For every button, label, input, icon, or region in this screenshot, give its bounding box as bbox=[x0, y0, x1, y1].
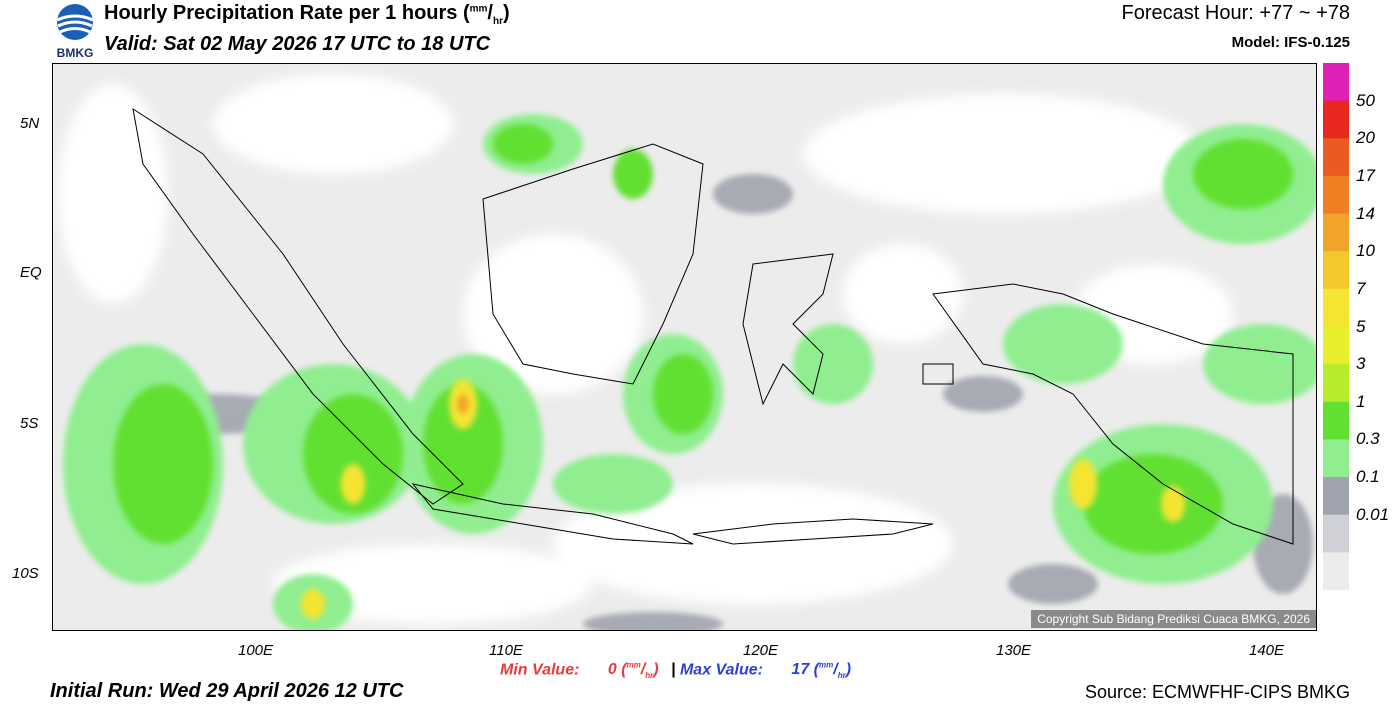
copyright-note: Copyright Sub Bidang Prediksi Cuaca BMKG… bbox=[1031, 610, 1316, 628]
map-svg bbox=[53, 64, 1316, 630]
colorbar-swatch bbox=[1323, 251, 1349, 290]
colorbar-swatch bbox=[1323, 175, 1349, 215]
colorbar-swatch bbox=[1323, 364, 1349, 403]
source-label: Source: ECMWFHF-CIPS BMKG bbox=[1084, 682, 1350, 702]
colorbar-swatch bbox=[1323, 514, 1349, 553]
colorbar-swatch bbox=[1323, 477, 1349, 516]
colorbar-label: 5 bbox=[1356, 316, 1366, 336]
bmkg-logo: BMKG bbox=[50, 2, 100, 60]
title-close: ) bbox=[502, 2, 510, 24]
y-tick-10s: 10S bbox=[12, 565, 39, 582]
y-tick-eq: EQ bbox=[20, 264, 42, 281]
precipitation-map bbox=[52, 63, 1317, 631]
title-unit-num: mm bbox=[469, 3, 488, 15]
colorbar-label: 3 bbox=[1356, 354, 1366, 374]
x-tick-130e: 130E bbox=[996, 642, 1032, 659]
green-rain bbox=[113, 124, 1293, 554]
max-label: Max Value: bbox=[679, 661, 763, 679]
model-label: Model: IFS-0.125 bbox=[1231, 34, 1350, 51]
valid-time: Valid: Sat 02 May 2026 17 UTC to 18 UTC bbox=[104, 33, 491, 55]
separator: | bbox=[671, 661, 676, 679]
y-tick-5s: 5S bbox=[20, 415, 39, 432]
colorbar-swatch bbox=[1323, 100, 1349, 139]
colorbar-swatch bbox=[1323, 138, 1349, 177]
colorbar-swatch bbox=[1323, 326, 1349, 365]
colorbar-label: 0.01 bbox=[1356, 504, 1390, 524]
chart-title: Hourly Precipitation Rate per 1 hours (m… bbox=[104, 2, 510, 27]
x-tick-120e: 120E bbox=[743, 642, 779, 659]
x-tick-140e: 140E bbox=[1249, 642, 1285, 659]
colorbar-swatch bbox=[1323, 288, 1349, 327]
colorbar-label: 17 bbox=[1356, 165, 1375, 185]
colorbar-swatch bbox=[1323, 63, 1349, 102]
min-unit-num: mm bbox=[626, 661, 641, 670]
colorbar-swatch bbox=[1323, 439, 1349, 478]
min-value: 0 bbox=[607, 661, 617, 679]
x-tick-100e: 100E bbox=[238, 642, 274, 659]
max-unit-num: mm bbox=[819, 661, 834, 670]
title-text: Hourly Precipitation Rate per 1 hours ( bbox=[104, 2, 470, 24]
logo-text: BMKG bbox=[57, 46, 94, 60]
max-value: 17 bbox=[791, 661, 810, 679]
max-unit-den: hr bbox=[837, 671, 846, 681]
colorbar-label: 7 bbox=[1356, 278, 1366, 298]
colorbar-label: 10 bbox=[1356, 241, 1375, 261]
colorbar-label: 0.3 bbox=[1356, 429, 1380, 449]
forecast-hour: Forecast Hour: +77 ~ +78 bbox=[1121, 2, 1350, 24]
min-max-values: Min Value: 0 (mm/hr) | Max Value: 17 (mm… bbox=[500, 661, 852, 681]
coastlines bbox=[132, 107, 1294, 545]
initial-run: Initial Run: Wed 29 April 2026 12 UTC bbox=[50, 680, 404, 702]
title-unit-den: hr bbox=[492, 16, 503, 27]
colorbar-label: 0.1 bbox=[1356, 467, 1380, 487]
colorbar bbox=[1323, 63, 1349, 590]
colorbar-label: 50 bbox=[1356, 90, 1375, 110]
y-tick-5n: 5N bbox=[20, 115, 40, 132]
x-tick-110e: 110E bbox=[489, 642, 523, 659]
min-label: Min Value: bbox=[500, 661, 580, 679]
colorbar-swatch bbox=[1323, 401, 1349, 440]
heavy-rain bbox=[301, 379, 1185, 619]
colorbar-label: 20 bbox=[1356, 128, 1375, 148]
colorbar-swatch bbox=[1323, 213, 1349, 252]
colorbar-label: 1 bbox=[1356, 391, 1366, 411]
min-unit-den: hr bbox=[645, 671, 654, 681]
colorbar-swatch bbox=[1323, 552, 1349, 590]
colorbar-label: 14 bbox=[1356, 203, 1375, 223]
